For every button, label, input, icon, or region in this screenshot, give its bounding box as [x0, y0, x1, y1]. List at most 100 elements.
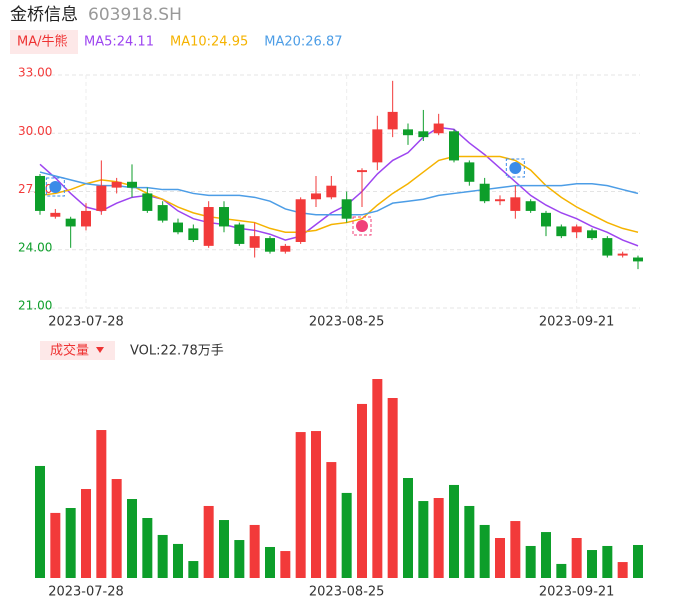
volume-bar: [556, 563, 567, 578]
volume-button-bg[interactable]: [40, 341, 115, 360]
volume-bar: [464, 505, 475, 578]
candle-body: [326, 185, 337, 198]
candle-body: [65, 218, 76, 227]
volume-bar: [571, 538, 582, 578]
volume-bar: [602, 545, 613, 578]
x-tick-label: 2023-08-25: [309, 585, 385, 600]
volume-bar: [510, 521, 521, 578]
volume-bar: [81, 489, 91, 578]
volume-bar: [357, 403, 367, 578]
candle-body: [556, 226, 567, 237]
candle-body: [525, 201, 536, 211]
signal-frame: [45, 177, 65, 197]
candle-body: [571, 226, 582, 233]
candle-body: [35, 175, 45, 211]
volume-bar: [633, 544, 643, 578]
candle-body: [203, 207, 214, 246]
volume-bar: [219, 520, 229, 578]
volume-bar: [372, 379, 383, 578]
candle-body: [403, 129, 413, 136]
x-tick-label: 2023-07-28: [48, 315, 124, 330]
volume-bar: [157, 534, 168, 578]
volume-bar: [295, 432, 306, 578]
volume-bar: [35, 465, 45, 578]
y-tick-label: 33.00: [18, 66, 52, 80]
volume-bar: [234, 540, 245, 578]
volume-bar: [587, 550, 597, 578]
y-tick-label: 30.00: [18, 124, 52, 138]
candle-body: [157, 205, 168, 221]
volume-button[interactable]: 成交量: [50, 343, 89, 359]
ma-line: [39, 126, 639, 247]
candle-body: [249, 236, 260, 248]
volume-bar: [495, 538, 505, 578]
candle-body: [127, 181, 137, 188]
candle-body: [510, 197, 521, 211]
candle-body: [96, 185, 107, 211]
volume-bar: [403, 478, 413, 578]
candle-body: [188, 228, 199, 241]
volume-bar: [387, 398, 398, 578]
candle-body: [81, 210, 91, 227]
candle-body: [449, 131, 459, 161]
volume-bar: [326, 462, 337, 578]
candle-body: [633, 257, 643, 262]
volume-bar: [203, 505, 214, 578]
candle-body: [234, 224, 245, 244]
candle-body: [464, 162, 475, 182]
candle-body: [495, 199, 505, 202]
dropdown-arrow[interactable]: [96, 347, 104, 353]
legend-entry: MA10:24.95: [170, 35, 248, 50]
x-tick-label: 2023-07-28: [48, 585, 124, 600]
candle-body: [111, 181, 122, 188]
volume-bar: [249, 524, 260, 578]
signal-icon: [49, 181, 62, 193]
volume-bar: [433, 498, 444, 578]
x-tick-label: 2023-08-25: [309, 315, 385, 330]
volume-bar: [265, 546, 275, 578]
candle-body: [541, 212, 551, 227]
ma-button-bg[interactable]: [10, 30, 78, 54]
volume-bar: [280, 551, 291, 578]
candle-body: [372, 129, 383, 163]
volume-bar: [96, 430, 107, 578]
stock-code: 603918.SH: [88, 5, 182, 25]
candle-body: [50, 212, 61, 217]
volume-bar: [311, 431, 321, 578]
candle-body: [479, 183, 490, 202]
volume-bar: [142, 518, 153, 578]
candle-body: [587, 230, 597, 239]
candle-body: [311, 193, 321, 200]
candle-body: [357, 170, 367, 173]
signal-frame: [505, 158, 525, 178]
volume-bar: [617, 562, 628, 578]
x-tick-label: 2023-09-21: [539, 585, 615, 600]
signal-frame: [352, 216, 372, 236]
volume-bar: [188, 561, 199, 578]
candle-body: [142, 193, 153, 211]
candle-body: [219, 207, 229, 227]
volume-bar: [479, 524, 490, 578]
volume-bar: [525, 545, 536, 578]
legend-entry: MA5:24.11: [84, 35, 154, 50]
ma-line: [39, 171, 639, 216]
candle-body: [617, 253, 628, 256]
volume-bar: [418, 501, 429, 578]
candle-body: [418, 131, 429, 138]
volume-bar: [65, 508, 76, 578]
volume-bar: [127, 499, 137, 578]
candle-body: [265, 238, 275, 252]
volume-label: VOL:22.78万手: [130, 344, 224, 359]
signal-icon: [509, 162, 522, 174]
candle-body: [341, 199, 352, 219]
ma-button[interactable]: MA/牛熊: [17, 34, 68, 50]
candle-body: [280, 245, 291, 252]
candle-body: [433, 123, 444, 134]
ma-line: [39, 155, 639, 234]
y-tick-label: 24.00: [18, 240, 52, 254]
candle-body: [295, 199, 306, 242]
volume-bar: [541, 532, 551, 578]
volume-bar: [449, 484, 459, 578]
candle-body: [387, 111, 398, 130]
